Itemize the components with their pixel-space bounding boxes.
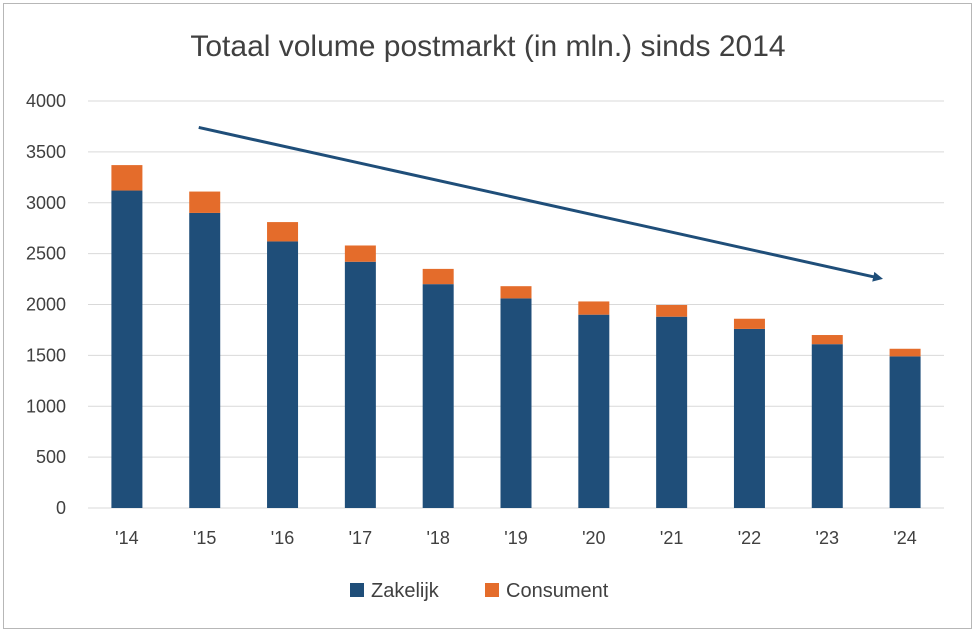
x-tick-label: '22: [738, 528, 761, 548]
y-axis: 0 500 1000 1500 2000 2500 3000 3500 4000: [26, 91, 66, 518]
bar-zakelijk-10: [889, 356, 921, 508]
gridlines: [88, 100, 944, 509]
legend-label-consument: Consument: [506, 580, 609, 602]
chart-title: Totaal volume postmarkt (in mln.) sinds …: [190, 30, 785, 63]
x-tick-label: '20: [582, 528, 605, 548]
bar-consument-0: [111, 165, 143, 191]
bar-consument-6: [578, 301, 610, 315]
bar-zakelijk-6: [578, 314, 610, 508]
bar-consument-2: [267, 222, 299, 242]
x-tick-label: '23: [816, 528, 839, 548]
y-tick-label: 0: [56, 498, 66, 518]
y-tick-label: 1000: [26, 396, 66, 416]
bar-consument-5: [500, 286, 532, 299]
legend-label-zakelijk: Zakelijk: [371, 580, 440, 602]
y-tick-label: 2500: [26, 244, 66, 264]
bar-consument-9: [811, 335, 843, 345]
x-tick-label: '17: [349, 528, 372, 548]
x-tick-label: '19: [504, 528, 527, 548]
x-tick-label: '16: [271, 528, 294, 548]
bar-consument-10: [889, 348, 921, 357]
bar-consument-8: [733, 318, 765, 329]
bar-consument-3: [344, 245, 376, 262]
x-tick-label: '14: [115, 528, 138, 548]
legend-swatch-consument: [485, 583, 499, 597]
y-tick-label: 1500: [26, 345, 66, 365]
x-tick-label: '15: [193, 528, 216, 548]
bar-consument-4: [422, 268, 454, 285]
x-axis: '14 '15 '16 '17 '18 '19 '20 '21 '22 '23 '24: [115, 528, 917, 548]
trend-arrow: [198, 125, 883, 282]
bar-zakelijk-5: [500, 298, 532, 508]
y-tick-label: 500: [36, 447, 66, 467]
x-tick-label: '24: [893, 528, 916, 548]
y-tick-label: 3000: [26, 193, 66, 213]
y-tick-label: 4000: [26, 91, 66, 111]
bar-zakelijk-8: [733, 328, 765, 508]
legend: Zakelijk Consument: [350, 580, 609, 602]
x-tick-label: '21: [660, 528, 683, 548]
bar-zakelijk-3: [344, 261, 376, 508]
bar-zakelijk-1: [189, 212, 221, 509]
x-tick-label: '18: [426, 528, 449, 548]
y-tick-label: 3500: [26, 142, 66, 162]
bar-zakelijk-7: [656, 316, 688, 508]
bar-consument-7: [656, 305, 688, 317]
chart-frame: [3, 3, 972, 629]
bar-zakelijk-4: [422, 284, 454, 508]
bar-zakelijk-9: [811, 344, 843, 508]
bar-zakelijk-0: [111, 190, 143, 509]
bar-consument-1: [189, 191, 221, 213]
legend-swatch-zakelijk: [350, 583, 364, 597]
bars: [111, 165, 921, 509]
bar-zakelijk-2: [267, 241, 299, 509]
trend-arrow-line: [198, 125, 883, 282]
y-tick-label: 2000: [26, 295, 66, 315]
